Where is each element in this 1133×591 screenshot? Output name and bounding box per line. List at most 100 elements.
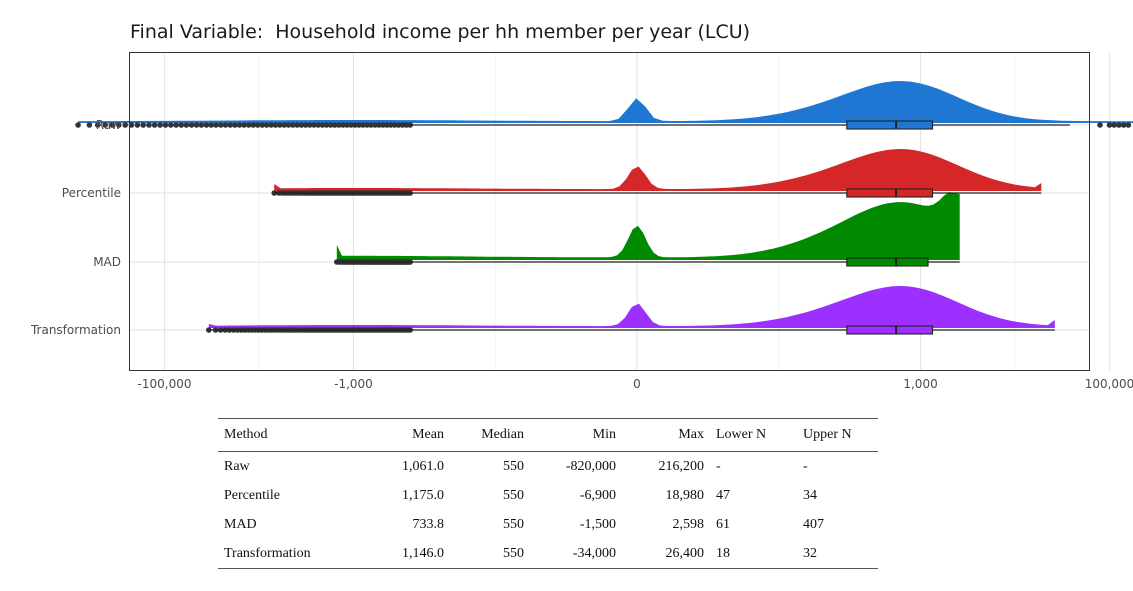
outlier-point: [122, 122, 128, 128]
outlier-point: [208, 122, 214, 128]
cell-median: 550: [503, 487, 524, 503]
density-cloud-transformation: [208, 286, 1055, 328]
outlier-point: [311, 122, 317, 128]
outlier-point: [173, 122, 179, 128]
y-tick-label: Percentile: [62, 186, 121, 200]
cell-upper-n: 407: [803, 516, 824, 532]
outlier-point: [1125, 122, 1132, 128]
cell-min: -6,900: [579, 487, 616, 503]
cell-upper-n: 34: [803, 487, 817, 503]
y-tick-label: Raw: [96, 118, 121, 132]
x-axis-labels: -100,000 -1,000 0 1,000 100,000: [138, 377, 1133, 391]
outlier-point: [356, 122, 362, 128]
outlier-point: [102, 122, 108, 128]
outlier-point: [1120, 122, 1127, 128]
outlier-point: [259, 122, 266, 128]
boxplots: [208, 120, 1070, 335]
outlier-point: [183, 122, 190, 128]
y-axis-labels: Raw Percentile MAD Transformation: [30, 118, 121, 337]
outlier-point: [332, 122, 338, 128]
outlier-point: [344, 122, 350, 128]
outlier-point: [222, 122, 229, 128]
outlier-point: [352, 122, 358, 128]
outlier-point: [213, 122, 219, 128]
cell-min: -34,000: [572, 545, 616, 561]
outlier-point: [146, 122, 152, 128]
x-tick-label: -100,000: [138, 377, 192, 391]
outlier-point: [360, 122, 366, 128]
box-transformation: [846, 325, 934, 335]
header-lower-n: Lower N: [710, 418, 797, 452]
outlier-point: [336, 122, 342, 128]
header-upper-n: Upper N: [797, 418, 878, 452]
header-min: Min: [530, 418, 622, 452]
cell-min: -820,000: [565, 458, 616, 474]
outlier-point: [340, 122, 346, 128]
cell-max: 2,598: [672, 516, 705, 532]
outlier-point: [198, 122, 205, 128]
density-cloud-raw: [78, 81, 1133, 123]
x-tick-label: 1,000: [903, 377, 937, 391]
outlier-point: [294, 122, 300, 128]
cell-mean: 1,175.0: [402, 487, 444, 503]
box-mad: [846, 257, 929, 267]
outlier-point: [285, 122, 292, 128]
cell-median: 550: [503, 458, 524, 474]
cell-max: 26,400: [665, 545, 705, 561]
outlier-point: [319, 122, 326, 128]
cell-mean: 1,146.0: [402, 545, 444, 561]
outlier-point: [327, 122, 334, 128]
density-clouds: [78, 81, 1133, 328]
cell-median: 550: [503, 516, 524, 532]
cell-mean: 733.8: [412, 516, 445, 532]
outlier-point: [188, 122, 195, 128]
cell-mean: 1,061.0: [402, 458, 444, 474]
cell-lower-n: -: [716, 458, 721, 474]
outlier-point: [348, 122, 354, 128]
cell-median: 550: [503, 545, 524, 561]
plot-panel-border: [129, 52, 1090, 371]
outlier-point: [75, 122, 81, 128]
outlier-point: [298, 122, 305, 128]
outlier-point: [302, 122, 309, 128]
outlier-point: [162, 122, 169, 128]
outlier-point: [236, 122, 243, 128]
outlier-point: [250, 122, 256, 128]
cell-method: MAD: [224, 516, 257, 532]
outlier-point: [376, 122, 382, 128]
outlier-point: [272, 122, 279, 128]
x-tick-label: -1,000: [334, 377, 373, 391]
outlier-point: [268, 122, 274, 128]
outlier-point: [277, 122, 283, 128]
table-row: Raw 1,061.0 550 -820,000 216,200 - -: [218, 452, 878, 482]
outlier-point: [227, 122, 233, 128]
outlier-point: [290, 122, 296, 128]
header-max: Max: [622, 418, 710, 452]
density-cloud-mad: [336, 192, 960, 260]
outlier-point: [245, 122, 252, 128]
cell-method: Raw: [224, 458, 250, 474]
box-raw: [846, 120, 934, 130]
outlier-point: [281, 122, 288, 128]
outlier-point: [241, 122, 247, 128]
outlier-point: [368, 122, 374, 128]
y-tick-label: Transformation: [30, 323, 121, 337]
cell-lower-n: 18: [716, 545, 730, 561]
table-row: Percentile 1,175.0 550 -6,900 18,980 47 …: [218, 481, 878, 510]
outlier-point: [380, 122, 386, 128]
outlier-point: [263, 122, 270, 128]
outlier-point: [116, 122, 122, 128]
outlier-point: [94, 122, 101, 128]
y-tick-label: MAD: [93, 255, 121, 269]
grid-minor: [258, 52, 1016, 371]
table-header-row: Method Mean Median Min Max Lower N Upper…: [218, 418, 878, 452]
outlier-point: [109, 122, 115, 128]
outlier-point: [315, 122, 322, 128]
cell-upper-n: -: [803, 458, 808, 474]
outlier-point: [1097, 122, 1103, 128]
x-tick-label: 100,000: [1085, 377, 1133, 391]
cell-min: -1,500: [579, 516, 616, 532]
header-mean: Mean: [370, 418, 450, 452]
header-median: Median: [450, 418, 530, 452]
box-percentile: [846, 188, 934, 198]
